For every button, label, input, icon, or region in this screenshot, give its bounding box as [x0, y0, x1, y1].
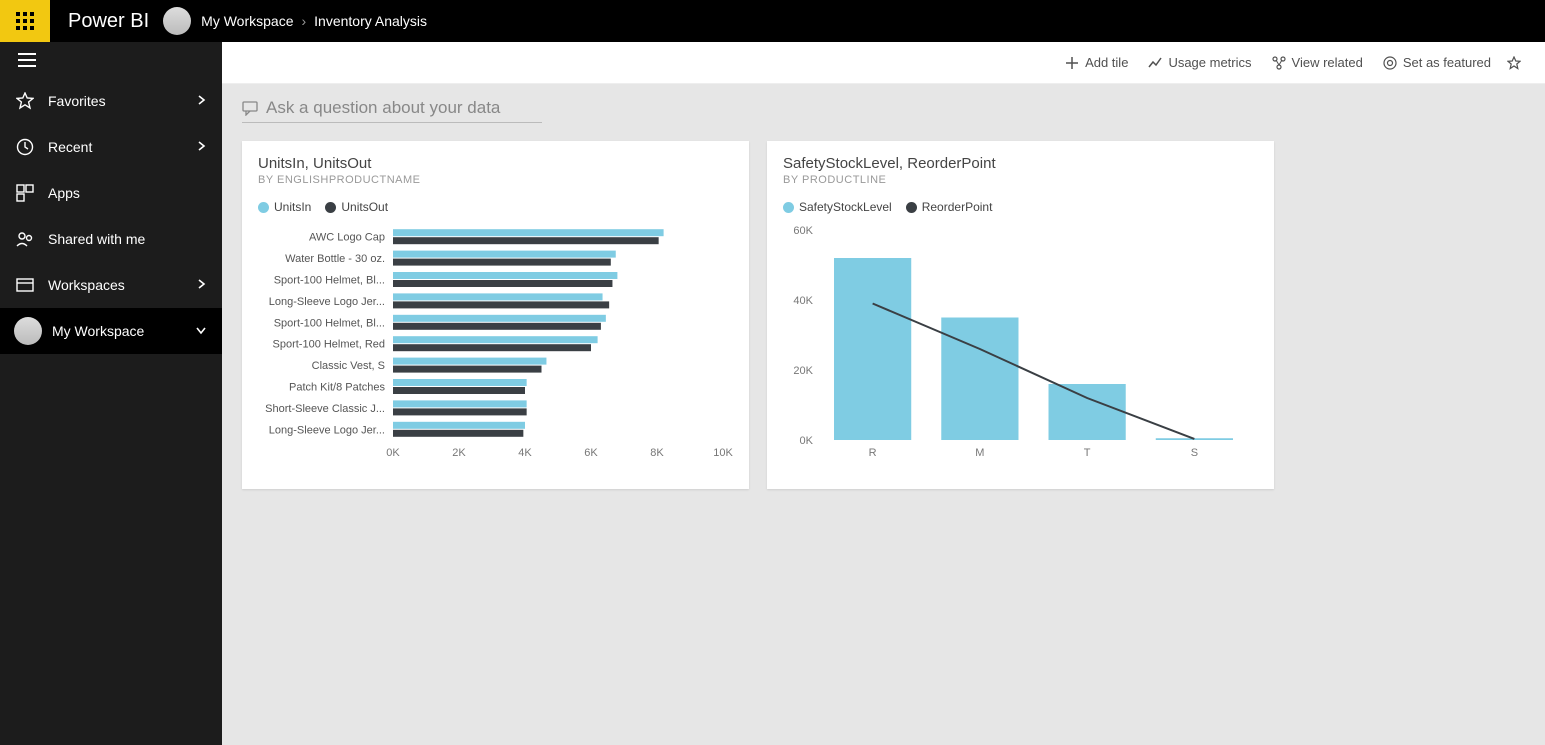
svg-text:0K: 0K [386, 447, 400, 459]
chevron-down-icon [194, 323, 208, 340]
svg-text:4K: 4K [518, 447, 532, 459]
svg-text:S: S [1191, 447, 1198, 459]
tile-units[interactable]: UnitsIn, UnitsOut By EnglishProductName … [242, 141, 749, 489]
usage-metrics-label: Usage metrics [1168, 55, 1251, 70]
chart-units: 0K 2K 4K 6K 8K 10K AWC Logo Cap Water Bottle - … [258, 224, 733, 462]
related-icon [1272, 56, 1286, 70]
add-tile-label: Add tile [1085, 55, 1128, 70]
svg-text:0K: 0K [800, 435, 814, 447]
content: Add tile Usage metrics View related Set … [222, 42, 1545, 745]
featured-icon [1383, 56, 1397, 70]
star-icon [1507, 56, 1521, 70]
qna-input[interactable]: Ask a question about your data [242, 98, 542, 123]
set-featured-label: Set as featured [1403, 55, 1491, 70]
svg-text:2K: 2K [452, 447, 466, 459]
sidebar-item-label: Apps [48, 185, 80, 201]
chevron-right-icon [194, 277, 208, 294]
svg-text:T: T [1084, 447, 1091, 459]
svg-text:Patch Kit/8 Patches: Patch Kit/8 Patches [289, 382, 385, 394]
workspace-icon [14, 276, 36, 294]
svg-text:Long-Sleeve Logo Jer...: Long-Sleeve Logo Jer... [269, 296, 385, 308]
add-tile-button[interactable]: Add tile [1065, 55, 1128, 70]
avatar-icon [14, 317, 42, 345]
metrics-icon [1148, 56, 1162, 70]
legend-reorderpoint: ReorderPoint [922, 200, 993, 214]
sidebar: Favorites Recent Apps Shared with me Workspa… [0, 42, 222, 745]
svg-text:M: M [975, 447, 984, 459]
clock-icon [14, 138, 36, 156]
qna-placeholder: Ask a question about your data [266, 98, 500, 118]
sidebar-item-apps[interactable]: Apps [0, 170, 222, 216]
legend-unitsout: UnitsOut [341, 200, 388, 214]
tile-stock-subtitle: By ProductLine [783, 174, 1258, 186]
legend-unitsin: UnitsIn [274, 200, 311, 214]
dashboard-canvas: Ask a question about your data UnitsIn, … [222, 84, 1545, 503]
chevron-right-icon [194, 93, 208, 110]
plus-icon [1065, 56, 1079, 70]
svg-text:Classic Vest, S: Classic Vest, S [312, 360, 385, 372]
sidebar-item-label: Recent [48, 139, 92, 155]
svg-text:AWC Logo Cap: AWC Logo Cap [309, 232, 385, 244]
chevron-right-icon [194, 139, 208, 156]
usage-metrics-button[interactable]: Usage metrics [1148, 55, 1251, 70]
favorite-star-button[interactable] [1507, 56, 1527, 70]
tile-stock-title: SafetyStockLevel, ReorderPoint [783, 155, 1258, 172]
sidebar-item-recent[interactable]: Recent [0, 124, 222, 170]
breadcrumb-separator: › [301, 13, 306, 29]
sidebar-toggle[interactable] [0, 42, 222, 78]
breadcrumb: My Workspace › Inventory Analysis [201, 13, 427, 29]
apps-icon [14, 184, 36, 202]
sidebar-item-label: Shared with me [48, 231, 145, 247]
tile-stock-legend: SafetyStockLevel ReorderPoint [783, 200, 1258, 214]
sidebar-item-workspaces[interactable]: Workspaces [0, 262, 222, 308]
svg-text:Short-Sleeve Classic J...: Short-Sleeve Classic J... [265, 403, 385, 415]
svg-text:R: R [869, 447, 877, 459]
breadcrumb-workspace[interactable]: My Workspace [201, 13, 293, 29]
topbar: Power BI My Workspace › Inventory Analys… [0, 0, 1545, 42]
app-launcher-button[interactable] [0, 0, 50, 42]
sidebar-item-favorites[interactable]: Favorites [0, 78, 222, 124]
waffle-icon [16, 12, 34, 30]
sidebar-item-my-workspace[interactable]: My Workspace [0, 308, 222, 354]
hamburger-icon [18, 53, 36, 67]
view-related-button[interactable]: View related [1272, 55, 1363, 70]
svg-text:10K: 10K [713, 447, 733, 459]
svg-text:8K: 8K [650, 447, 664, 459]
legend-safetystock: SafetyStockLevel [799, 200, 892, 214]
tile-units-title: UnitsIn, UnitsOut [258, 155, 733, 172]
svg-text:Water Bottle - 30 oz.: Water Bottle - 30 oz. [285, 253, 385, 265]
svg-text:Sport-100 Helmet, Red: Sport-100 Helmet, Red [273, 339, 386, 351]
brand-label: Power BI [68, 10, 149, 33]
svg-text:20K: 20K [793, 365, 813, 377]
breadcrumb-page[interactable]: Inventory Analysis [314, 13, 427, 29]
svg-text:Sport-100 Helmet, Bl...: Sport-100 Helmet, Bl... [274, 317, 385, 329]
sidebar-item-label: Favorites [48, 93, 106, 109]
chart-stock: 0K 20K 40K 60K R M T S [783, 224, 1258, 462]
svg-text:Sport-100 Helmet, Bl...: Sport-100 Helmet, Bl... [274, 275, 385, 287]
shared-icon [14, 230, 36, 248]
tile-units-legend: UnitsIn UnitsOut [258, 200, 733, 214]
tile-stock[interactable]: SafetyStockLevel, ReorderPoint By Produc… [767, 141, 1274, 489]
svg-text:Long-Sleeve Logo Jer...: Long-Sleeve Logo Jer... [269, 424, 385, 436]
dashboard-toolbar: Add tile Usage metrics View related Set … [222, 42, 1545, 84]
tile-units-subtitle: By EnglishProductName [258, 174, 733, 186]
sidebar-item-label: My Workspace [52, 323, 144, 339]
svg-text:60K: 60K [793, 225, 813, 237]
star-icon [14, 92, 36, 110]
svg-text:40K: 40K [793, 295, 813, 307]
view-related-label: View related [1292, 55, 1363, 70]
sidebar-item-shared-with-me[interactable]: Shared with me [0, 216, 222, 262]
chat-icon [242, 100, 258, 116]
user-avatar-top[interactable] [163, 7, 191, 35]
svg-text:6K: 6K [584, 447, 598, 459]
sidebar-item-label: Workspaces [48, 277, 125, 293]
set-featured-button[interactable]: Set as featured [1383, 55, 1491, 70]
